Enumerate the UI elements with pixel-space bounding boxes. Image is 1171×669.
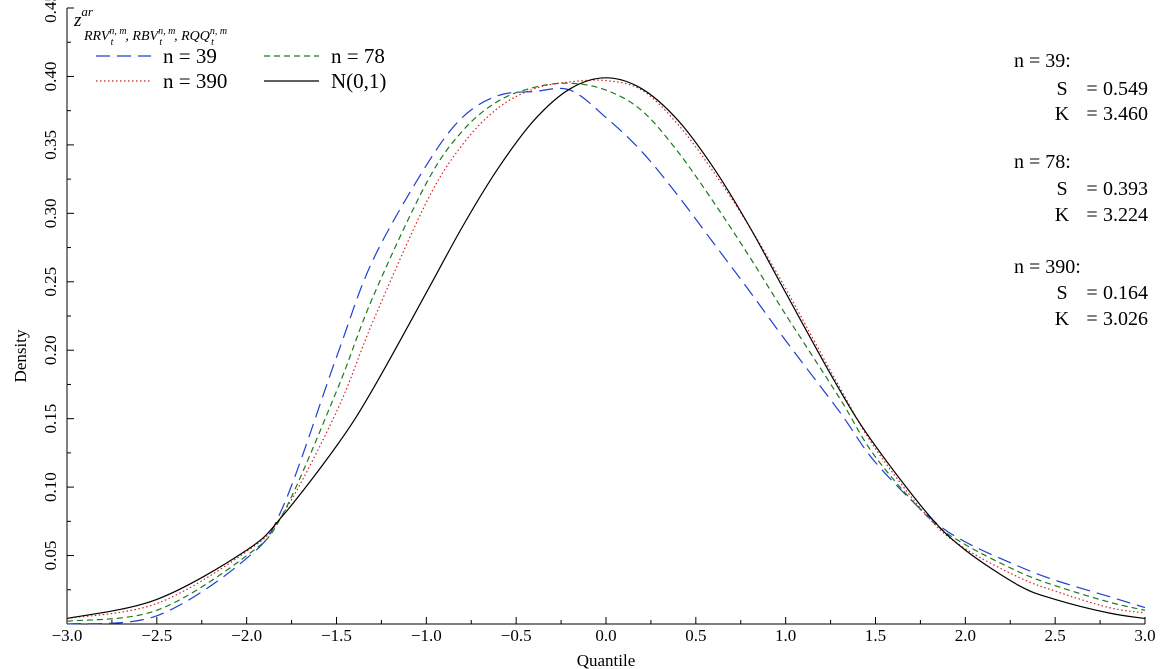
- legend-entry-n78: n = 78: [264, 44, 385, 68]
- series-line-n78: [66, 82, 1146, 622]
- stats-heading-n390: n = 390:: [1014, 256, 1081, 278]
- stats-s-equals-n390: =: [1086, 282, 1097, 304]
- stats-block-n39: n = 39: S = 0.549 K = 3.460: [1014, 50, 1148, 125]
- legend-label-n390: n = 390: [163, 69, 227, 93]
- stats-skewness-n78: 0.393: [1103, 178, 1148, 200]
- stats-heading-n39: n = 39:: [1014, 50, 1071, 72]
- stats-skewness-n390: 0.164: [1103, 282, 1148, 304]
- x-axis-title: Quantile: [577, 651, 636, 669]
- stats-k-label-n390: K: [1055, 308, 1070, 330]
- x-tick-label: 3.0: [1134, 626, 1155, 645]
- y-tick-label: 0.15: [41, 404, 60, 434]
- legend-title-superscript: ar: [81, 4, 94, 19]
- x-tick-label: −2.0: [231, 626, 262, 645]
- x-tick-label: 0.0: [595, 626, 616, 645]
- stats-kurtosis-n39: 3.460: [1103, 103, 1148, 125]
- y-tick-label: 0.05: [41, 541, 60, 571]
- legend-entry-normal: N(0,1): [264, 69, 386, 93]
- x-tick-label: −3.0: [52, 626, 83, 645]
- legend-entry-n39: n = 39: [96, 44, 217, 68]
- x-tick-label: 2.0: [955, 626, 976, 645]
- x-tick-label: −1.5: [321, 626, 352, 645]
- series-line-normal: [66, 77, 1146, 620]
- stats-kurtosis-n78: 3.224: [1103, 204, 1148, 226]
- stats-k-equals-n78: =: [1086, 204, 1097, 226]
- x-tick-label: −0.5: [501, 626, 532, 645]
- legend-entry-n390: n = 390: [96, 69, 227, 93]
- stats-s-label-n78: S: [1056, 178, 1067, 200]
- stats-block-n390: n = 390: S = 0.164 K = 3.026: [1014, 256, 1148, 330]
- series-line-n390: [66, 79, 1146, 620]
- stats-s-label-n39: S: [1056, 78, 1067, 100]
- x-tick-label: 1.0: [775, 626, 796, 645]
- y-tick-label: 0.40: [41, 62, 60, 92]
- stats-heading-n78: n = 78:: [1014, 151, 1071, 173]
- y-tick-label: 0.25: [41, 267, 60, 297]
- stats-s-label-n390: S: [1056, 282, 1067, 304]
- x-tick-label: 1.5: [865, 626, 886, 645]
- y-tick-label: 0.20: [41, 335, 60, 365]
- y-tick-label: 0.30: [41, 198, 60, 228]
- x-tick-label: −1.0: [411, 626, 442, 645]
- tick-marks: −3.0 −2.5 −2.0 −1.5 −1.0 −0.5 0.0 0.5 1.0 1.5 2.0 2…: [41, 0, 1156, 645]
- y-tick-label: 0.10: [41, 472, 60, 502]
- x-tick-label: −2.5: [141, 626, 172, 645]
- stats-k-equals-n390: =: [1086, 308, 1097, 330]
- x-tick-label: 2.5: [1045, 626, 1066, 645]
- svg-text:zar: zar: [73, 4, 94, 31]
- moment-statistics: n = 39: S = 0.549 K = 3.460 n = 78: S = …: [1014, 50, 1148, 330]
- legend-label-n39: n = 39: [163, 44, 217, 68]
- axes: [66, 8, 1145, 625]
- stats-k-label-n39: K: [1055, 103, 1070, 125]
- legend-label-n78: n = 78: [331, 44, 385, 68]
- legend-title-main: z: [73, 10, 82, 31]
- stats-kurtosis-n390: 3.026: [1103, 308, 1148, 330]
- legend-label-normal: N(0,1): [331, 69, 386, 93]
- x-tick-label: 0.5: [685, 626, 706, 645]
- stats-s-equals-n78: =: [1086, 178, 1097, 200]
- stats-block-n78: n = 78: S = 0.393 K = 3.224: [1014, 151, 1148, 226]
- stats-k-label-n78: K: [1055, 204, 1070, 226]
- legend: n = 39 n = 78 n = 390 N(0,1): [96, 44, 386, 93]
- stats-skewness-n39: 0.549: [1103, 78, 1148, 100]
- series-line-n39: [66, 87, 1146, 625]
- series-layer: [66, 77, 1146, 625]
- y-tick-label: 0.45: [41, 0, 60, 23]
- stats-s-equals-n39: =: [1086, 78, 1097, 100]
- y-axis-title: Density: [11, 329, 30, 382]
- stats-k-equals-n39: =: [1086, 103, 1097, 125]
- y-tick-label: 0.35: [41, 130, 60, 160]
